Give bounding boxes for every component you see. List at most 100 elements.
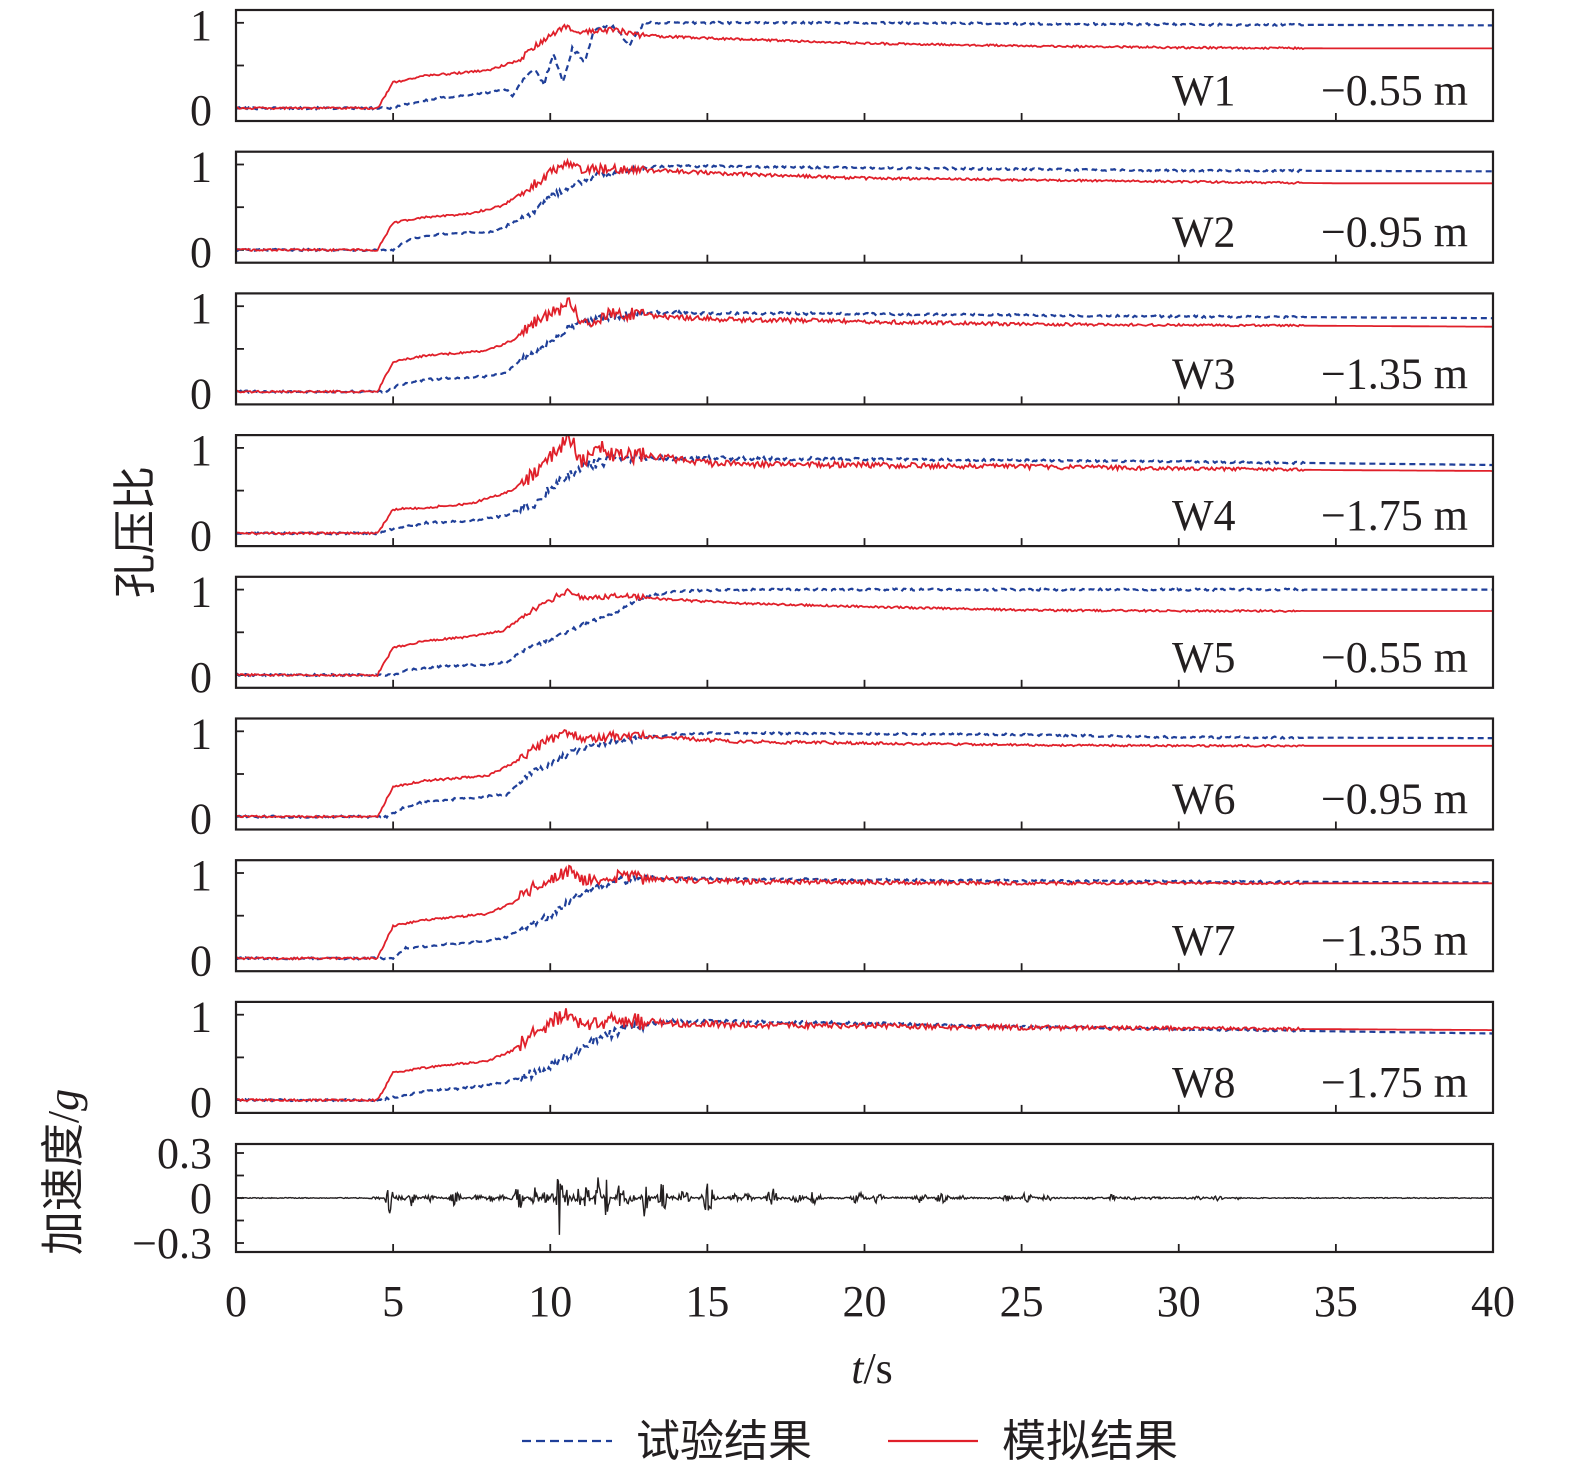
panel-id-label: W4: [1172, 491, 1236, 540]
panel-frame: [234, 8, 1495, 123]
accel-ytick-label: 0: [190, 1174, 212, 1223]
x-tick-label: 40: [1471, 1277, 1515, 1326]
panel-frame: [234, 1000, 1495, 1115]
series-test-line: [236, 730, 1493, 820]
panel-series: [236, 20, 1493, 111]
panel-ytick-label-0: 0: [190, 653, 212, 702]
accel-ytick-label: 0.3: [157, 1129, 212, 1178]
x-axis-title-italic: t: [851, 1344, 865, 1393]
accel-ytick-label: −0.3: [132, 1219, 212, 1268]
panel-ytick-label-0: 0: [190, 228, 212, 277]
x-tick-label: 10: [528, 1277, 572, 1326]
panel-ytick-label-1: 1: [190, 993, 212, 1042]
series-test-line: [236, 873, 1493, 961]
x-tick-label: 25: [1000, 1277, 1044, 1326]
panel-id-label: W1: [1172, 66, 1236, 115]
panel-series: [236, 435, 1493, 536]
series-test-line: [236, 20, 1493, 111]
panel-id-label: W5: [1172, 633, 1236, 682]
panel-ytick-label-1: 1: [190, 1, 212, 50]
pore-pressure-y-axis-title: 孔压比: [111, 466, 160, 598]
legend-sim-label: 模拟结果: [1002, 1417, 1178, 1466]
series-sim-line: [236, 1008, 1493, 1103]
panel-frame: [234, 859, 1495, 973]
acceleration-y-axis-title-text: 加速度/: [39, 1110, 88, 1255]
panel-ytick-label-0: 0: [190, 370, 212, 419]
panels-layer: 0 1 W1 −0.55 m 0 1 W2 −0.95 m 0 1 W3 −1.35 m 0 1 W4 −1.…: [190, 1, 1495, 1127]
accel-series: [236, 1177, 1493, 1235]
panel-series: [236, 864, 1493, 961]
x-tick-label: 20: [843, 1277, 887, 1326]
panel-ytick-label-0: 0: [190, 511, 212, 560]
panel-series: [236, 1008, 1493, 1103]
panel-w6: 0 1 W6 −0.95 m: [190, 709, 1495, 844]
series-test-line: [236, 451, 1493, 536]
panel-w5: 0 1 W5 −0.55 m: [190, 568, 1495, 702]
panel-w8: 0 1 W8 −1.75 m: [190, 993, 1495, 1127]
x-tick-label: 0: [225, 1277, 247, 1326]
panel-ytick-label-1: 1: [190, 851, 212, 900]
panel-w3: 0 1 W3 −1.35 m: [190, 284, 1495, 419]
series-test-line: [236, 586, 1493, 678]
series-sim-line: [236, 587, 1493, 678]
x-axis: 0 5 10 15 20 25 30 35 40: [225, 1277, 1515, 1326]
acceleration-y-axis-title: 加速度/g: [39, 1089, 88, 1255]
x-axis-title: t/s: [851, 1344, 893, 1393]
panel-id-label: W7: [1172, 916, 1236, 965]
panel-ytick-label-1: 1: [190, 284, 212, 333]
panel-frame: [234, 150, 1495, 264]
panel-id-label: W8: [1172, 1058, 1236, 1107]
panel-frame: [234, 717, 1495, 831]
panel-ytick-label-1: 1: [190, 568, 212, 617]
x-axis-title-unit: /s: [863, 1344, 892, 1393]
panel-depth-label: −1.35 m: [1321, 916, 1468, 965]
series-sim-line: [236, 728, 1493, 819]
legend: 试验结果 模拟结果: [522, 1417, 1178, 1466]
accel-frame: [234, 1142, 1495, 1254]
series-sim-line: [236, 157, 1493, 253]
series-test-line: [236, 1017, 1493, 1103]
panel-depth-label: −0.55 m: [1321, 66, 1468, 115]
panel-series: [236, 297, 1493, 395]
panel-w1: 0 1 W1 −0.55 m: [190, 1, 1495, 135]
panel-series: [236, 728, 1493, 820]
x-tick-label: 5: [382, 1277, 404, 1326]
panel-w2: 0 1 W2 −0.95 m: [190, 143, 1495, 277]
x-tick-label: 30: [1157, 1277, 1201, 1326]
panel-id-label: W2: [1172, 208, 1236, 257]
panel-id-label: W6: [1172, 775, 1236, 824]
panel-depth-label: −0.55 m: [1321, 633, 1468, 682]
panel-ytick-label-0: 0: [190, 1078, 212, 1127]
series-sim-line: [236, 435, 1493, 536]
series-sim-line: [236, 23, 1493, 111]
panel-ytick-label-0: 0: [190, 86, 212, 135]
panel-w4: 0 1 W4 −1.75 m: [190, 426, 1495, 560]
panel-frame: [234, 434, 1495, 548]
panel-depth-label: −0.95 m: [1321, 208, 1468, 257]
series-test-line: [236, 163, 1493, 253]
panel-depth-label: −1.35 m: [1321, 349, 1468, 398]
series-acceleration-line: [236, 1177, 1493, 1235]
series-test-line: [236, 306, 1493, 395]
panel-depth-label: −1.75 m: [1321, 491, 1468, 540]
panel-w7: 0 1 W7 −1.35 m: [190, 851, 1495, 985]
panel-ytick-label-0: 0: [190, 936, 212, 985]
panel-id-label: W3: [1172, 349, 1236, 398]
x-tick-label: 35: [1314, 1277, 1358, 1326]
panel-ytick-label-1: 1: [190, 426, 212, 475]
series-sim-line: [236, 297, 1493, 394]
panel-depth-label: −0.95 m: [1321, 775, 1468, 824]
panel-series: [236, 157, 1493, 253]
panel-series: [236, 586, 1493, 678]
panel-frame: [234, 292, 1495, 406]
legend-test-label: 试验结果: [636, 1417, 812, 1466]
panel-depth-label: −1.75 m: [1321, 1058, 1468, 1107]
panel-ytick-label-0: 0: [190, 795, 212, 844]
acceleration-y-axis-title-italic: g: [39, 1089, 88, 1111]
panel-ytick-label-1: 1: [190, 143, 212, 192]
acceleration-panel: −0.300.3: [132, 1129, 1495, 1268]
panel-ytick-label-1: 1: [190, 709, 212, 758]
panel-frame: [234, 575, 1495, 689]
series-sim-line: [236, 864, 1493, 961]
